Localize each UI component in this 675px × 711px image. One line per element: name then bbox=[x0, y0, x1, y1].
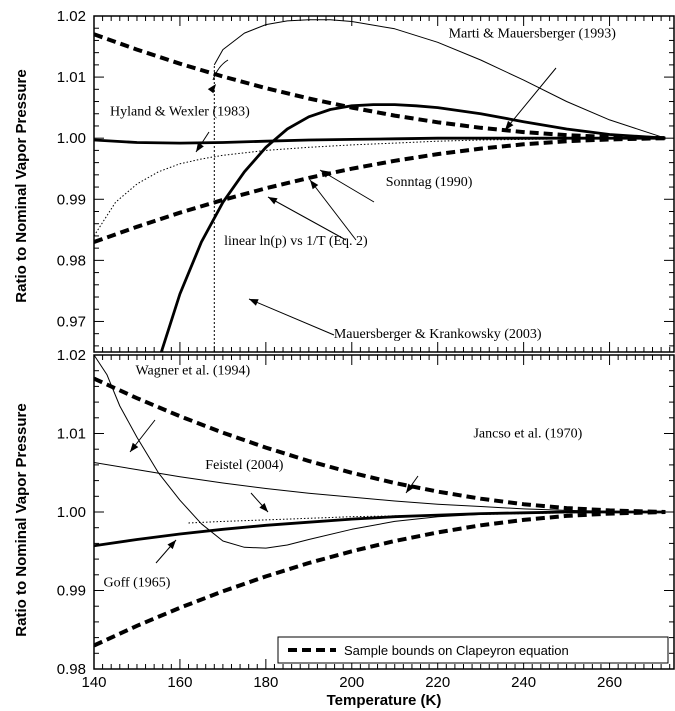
top-annotation: Sonntag (1990) bbox=[386, 175, 473, 190]
arrow-linear-b bbox=[267, 196, 347, 241]
bottom-series-line-4 bbox=[94, 355, 666, 549]
bottom-series-line-0 bbox=[94, 376, 666, 514]
top-series-line-5 bbox=[94, 137, 666, 237]
top-annotation: linear ln(p) vs 1/T (Eq. 2) bbox=[224, 234, 368, 249]
top-plot-frame bbox=[93, 15, 675, 353]
bottom-y-tick-label: 1.01 bbox=[57, 426, 86, 443]
top-series-line-0 bbox=[94, 32, 666, 141]
bottom-annotation: Wagner et al. (1994) bbox=[135, 364, 250, 379]
x-axis-title: Temperature (K) bbox=[327, 692, 442, 709]
arrow-marti-head bbox=[505, 120, 514, 130]
x-tick-label: 260 bbox=[597, 674, 622, 691]
bottom-y-tick-label: 1.00 bbox=[57, 504, 86, 521]
arrow-goff-head bbox=[167, 540, 176, 550]
x-tick-label: 140 bbox=[81, 674, 106, 691]
top-series-line-3 bbox=[159, 103, 666, 352]
top-y-tick-label: 0.99 bbox=[57, 191, 86, 208]
bottom-annotation: Goff (1965) bbox=[103, 576, 170, 591]
arrow-feistel-head bbox=[259, 502, 268, 512]
top-y-tick-label: 0.97 bbox=[57, 313, 86, 330]
bottom-panel: 140 160 180 200 220 240 260 0.98 0.99 1.00 1.01 1.0… bbox=[57, 347, 675, 691]
top-annotation: Marti & Mauersberger (1993) bbox=[449, 26, 617, 41]
top-panel: 0.97 0.98 0.99 1.00 1.01 1.02 Marti & Mauersbe… bbox=[57, 8, 675, 353]
arrow-linear-a bbox=[309, 179, 357, 241]
x-tick-label: 220 bbox=[425, 674, 450, 691]
bottom-annotation: Feistel (2004) bbox=[205, 458, 283, 473]
arrow-marti-hook-head bbox=[207, 84, 216, 94]
arrow-linear-a-head bbox=[310, 180, 319, 190]
arrow-wagner-head bbox=[130, 442, 139, 452]
top-series-line-1 bbox=[94, 136, 666, 244]
arrow-sonntag bbox=[319, 169, 375, 203]
top-series-group bbox=[94, 19, 666, 352]
bottom-series-line-1 bbox=[94, 510, 666, 648]
top-y-tick-label: 1.01 bbox=[57, 69, 86, 86]
arrow-jancso-head bbox=[406, 483, 415, 493]
arrow-mauersberger-krankowsky-head bbox=[249, 299, 259, 306]
arrow-linear-b-head bbox=[268, 197, 278, 205]
arrow-sonntag-head bbox=[320, 170, 330, 178]
bottom-series-group bbox=[94, 355, 666, 648]
top-annotation: Mauersberger & Krankowsky (2003) bbox=[334, 327, 542, 342]
arrow-marti-hook bbox=[212, 59, 229, 81]
top-ylabel: Ratio to Nominal Vapor Pressure bbox=[13, 69, 30, 302]
bottom-ylabel: Ratio to Nominal Vapor Pressure bbox=[13, 403, 30, 636]
x-tick-label: 160 bbox=[167, 674, 192, 691]
top-annotation: Hyland & Wexler (1983) bbox=[110, 105, 250, 120]
arrow-mauersberger-krankowsky bbox=[248, 298, 335, 336]
x-tick-label: 240 bbox=[511, 674, 536, 691]
bottom-series-line-5 bbox=[188, 511, 666, 524]
legend-label: Sample bounds on Clapeyron equation bbox=[344, 643, 569, 658]
top-series-line-2 bbox=[94, 136, 666, 145]
legend: Sample bounds on Clapeyron equation bbox=[277, 636, 669, 664]
x-tick-label: 180 bbox=[253, 674, 278, 691]
bottom-annotation: Jancso et al. (1970) bbox=[473, 426, 582, 441]
arrow-hyland-head bbox=[196, 142, 204, 152]
arrow-marti bbox=[504, 67, 557, 131]
top-y-tick-label: 0.98 bbox=[57, 252, 86, 269]
bottom-y-tick-label: 0.98 bbox=[57, 661, 86, 678]
bottom-y-tick-label: 0.99 bbox=[57, 583, 86, 600]
bottom-series-line-3 bbox=[94, 462, 666, 513]
bottom-y-tick-label: 1.02 bbox=[57, 347, 86, 364]
top-y-tick-label: 1.00 bbox=[57, 130, 86, 147]
legend-box bbox=[277, 636, 669, 664]
top-y-tick-label: 1.02 bbox=[57, 8, 86, 25]
x-tick-label: 200 bbox=[339, 674, 364, 691]
